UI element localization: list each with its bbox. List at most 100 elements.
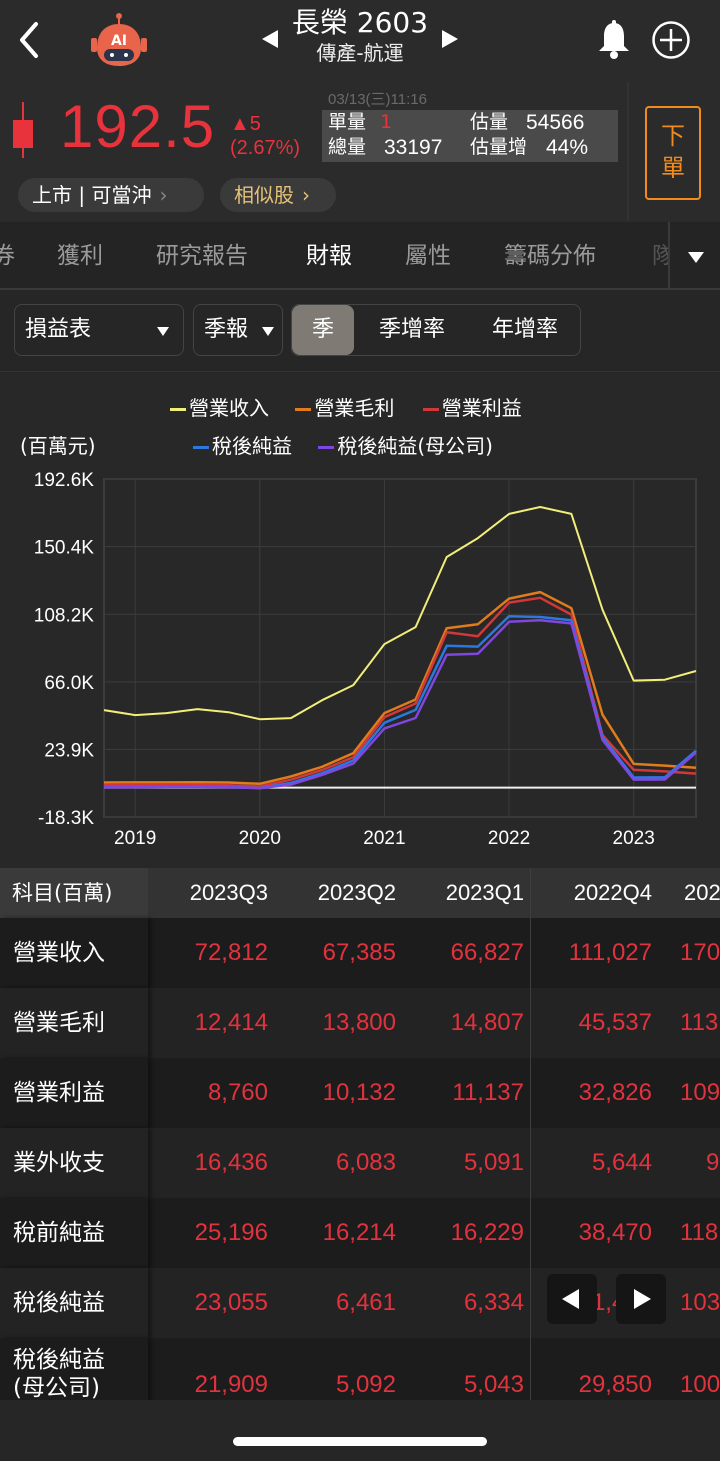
cell-value: 21,909 [194, 1371, 268, 1398]
legend-item-operating-income: 營業利益 [422, 396, 522, 420]
table-row[interactable]: 72,812 67,385 66,827 111,027 170 營業收入 [0, 918, 720, 988]
scroll-left-button[interactable] [547, 1274, 597, 1324]
cell-value: 16,214 [322, 1219, 396, 1246]
column-header: 2023Q3 [189, 880, 268, 905]
y-tick-label: 108.2K [34, 605, 95, 626]
row-label: 業外收支 [0, 1128, 148, 1198]
est-vol-value: 54566 [526, 111, 585, 134]
x-tick-label: 2021 [363, 828, 405, 849]
chart-unit-label: (百萬元) [20, 434, 96, 458]
statement-type-select[interactable]: 損益表 [14, 304, 184, 356]
volume-box: 單量 1 估量 54566 總量 33197 估量增 44% [322, 110, 618, 162]
value-mode-segmented-control: 季 季增率 年增率 [291, 304, 581, 356]
single-vol-label: 單量 [328, 111, 367, 133]
filter-row: 損益表 季報 季 季增率 年增率 [0, 290, 720, 372]
cell-value: 13,800 [322, 1009, 396, 1036]
market-type-label: 上市 | 可當沖 [32, 183, 152, 207]
legend-label: 營業收入 [189, 396, 269, 420]
legend-item-revenue: 營業收入 [170, 396, 269, 420]
table-row[interactable]: 12,414 13,800 14,807 45,537 113 營業毛利 [0, 988, 720, 1058]
cell-value: 6,083 [335, 1149, 396, 1176]
candlestick-icon [13, 102, 33, 158]
scroll-right-button[interactable] [616, 1274, 666, 1324]
cell-value: 5,091 [463, 1149, 524, 1176]
segment-yoy[interactable]: 年增率 [491, 317, 558, 342]
period-select[interactable]: 季報 [193, 304, 283, 356]
caret-down-icon [262, 327, 274, 336]
prev-stock-arrow-icon[interactable] [262, 30, 278, 48]
order-label-2: 單 [661, 154, 685, 182]
next-stock-arrow-icon[interactable] [442, 30, 458, 48]
quote-panel: 192.5 ▲5 (2.67%) 03/13(三)11:16 單量 1 估量 5… [0, 82, 720, 222]
add-circle-icon[interactable] [651, 20, 691, 60]
home-indicator[interactable] [233, 1437, 487, 1446]
statement-type-value: 損益表 [25, 317, 92, 342]
legend-swatch [422, 408, 439, 411]
row-label-line: (母公司) [13, 1375, 100, 1400]
similar-stocks-pill[interactable]: 相似股 › [220, 178, 336, 212]
caret-down-icon [157, 327, 169, 336]
segment-qoq[interactable]: 季增率 [378, 317, 445, 342]
table-row[interactable]: 21,909 5,092 5,043 29,850 100 稅後純益 (母公司) [0, 1338, 720, 1400]
legend-swatch [318, 446, 335, 449]
divider [627, 82, 629, 220]
stock-name: 長榮 2603 [291, 6, 429, 39]
legend-item-net-income-parent: 稅後純益(母公司) [318, 434, 493, 458]
cell-value: 25,196 [194, 1219, 268, 1246]
tab-chip-distribution[interactable]: 籌碼分佈 [504, 243, 596, 269]
tab-attributes[interactable]: 屬性 [405, 243, 451, 269]
cell-value: 5,043 [463, 1371, 524, 1398]
series-line [103, 596, 697, 788]
chevron-right-icon: › [302, 183, 310, 207]
place-order-button[interactable]: 下 單 [645, 106, 701, 200]
table-header: 科目(百萬) 2023Q3 2023Q2 2023Q1 2022Q4 202 [0, 868, 720, 918]
tab-profit[interactable]: 獲利 [57, 243, 103, 269]
y-tick-label: 66.0K [44, 673, 94, 694]
stock-sector: 傳產-航運 [316, 41, 404, 65]
table-row[interactable]: 8,760 10,132 11,137 32,826 109 營業利益 [0, 1058, 720, 1128]
y-tick-label: -18.3K [38, 808, 94, 829]
total-vol-value: 33197 [384, 136, 443, 159]
more-tabs-dropdown-icon[interactable] [668, 222, 720, 288]
cell-value: 16,229 [450, 1219, 524, 1246]
tab-securities[interactable]: 券 [0, 222, 15, 288]
cell-value: 67,385 [322, 939, 396, 966]
cell-value: 72,812 [194, 939, 268, 966]
cell-value: 29,850 [578, 1371, 652, 1398]
price-change: ▲5 (2.67%) [230, 112, 300, 160]
financial-table[interactable]: 科目(百萬) 2023Q3 2023Q2 2023Q1 2022Q4 202 7… [0, 868, 720, 1400]
tab-research-report[interactable]: 研究報告 [156, 243, 248, 269]
series-line [103, 618, 697, 790]
cell-value: 10,132 [322, 1079, 396, 1106]
row-label: 稅前純益 [0, 1198, 148, 1268]
table-row[interactable]: 25,196 16,214 16,229 38,470 118 稅前純益 [0, 1198, 720, 1268]
chart-legend-row-2: 稅後純益 稅後純益(母公司) [193, 430, 493, 459]
legend-item-gross-profit: 營業毛利 [295, 396, 394, 420]
cell-value: 5,092 [335, 1371, 396, 1398]
segment-quarter[interactable]: 季 [292, 305, 354, 355]
ai-robot-icon[interactable]: AI [88, 12, 150, 68]
cell-value: 111,027 [568, 939, 652, 966]
table-row[interactable]: 16,436 6,083 5,091 5,644 9 業外收支 [0, 1128, 720, 1198]
cell-value: 16,436 [194, 1149, 268, 1176]
similar-stocks-label: 相似股 [234, 183, 294, 207]
arrow-right-icon [634, 1289, 651, 1309]
series-line [103, 590, 697, 786]
column-header: 2023Q2 [317, 880, 396, 905]
y-tick-label: 150.4K [34, 538, 95, 559]
tab-financials[interactable]: 財報 [306, 243, 352, 269]
legend-swatch [193, 446, 209, 449]
chart-grid [103, 478, 697, 818]
back-chevron-icon[interactable] [14, 20, 44, 60]
section-tabs: 券 獲利 研究報告 財報 屬性 籌碼分佈 隊 [0, 222, 720, 290]
bell-icon[interactable] [596, 20, 632, 60]
stock-title: 長榮 2603 傳產-航運 [250, 6, 470, 66]
bottom-safe-area [0, 1400, 720, 1461]
cell-value: 6,461 [335, 1289, 396, 1316]
cell-value: 32,826 [578, 1079, 652, 1106]
market-type-pill[interactable]: 上市 | 可當沖 › [18, 178, 204, 212]
top-nav-bar: AI 長榮 2603 傳產-航運 [0, 0, 720, 82]
x-tick-label: 2019 [114, 828, 156, 849]
